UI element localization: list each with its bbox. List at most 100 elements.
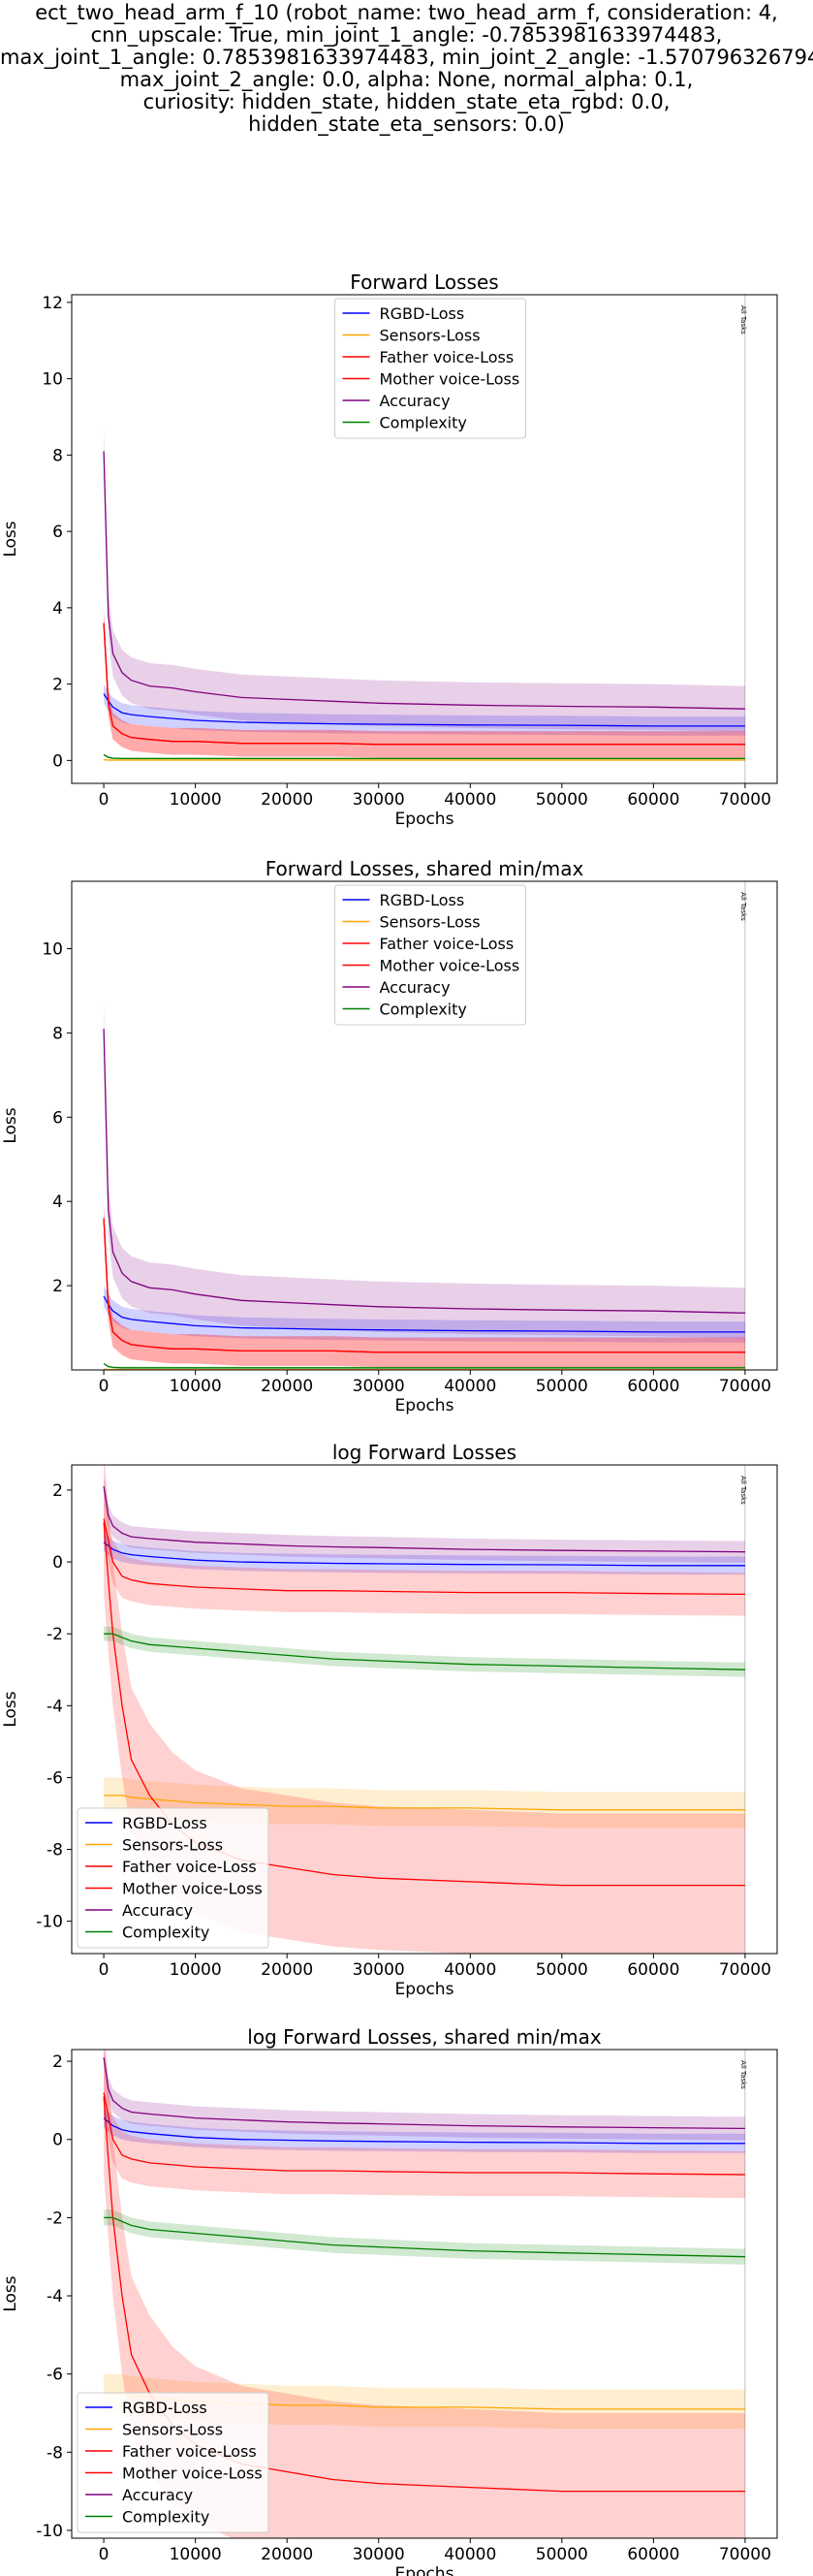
plot-frame <box>71 880 778 1371</box>
y-axis-label: Loss <box>1 2275 20 2311</box>
y-tick-label: -6 <box>47 1768 63 1788</box>
x-tick-label: 70000 <box>719 2545 771 2564</box>
legend-label: Sensors-Loss <box>122 2421 223 2439</box>
y-tick-label: 8 <box>52 1024 63 1043</box>
x-tick-label: 40000 <box>444 1960 496 1980</box>
y-tick-label: 2 <box>52 1481 63 1501</box>
series-band-5 <box>104 1626 745 1677</box>
x-tick-label: 30000 <box>353 1377 405 1396</box>
chart-panel-2: All Tasks 0 10000 20000 30000 40000 50000 60000… <box>1 1441 778 1999</box>
x-axis-label: Epochs <box>395 1980 454 1999</box>
legend-label: Mother voice-Loss <box>122 1880 263 1898</box>
legend-box <box>334 884 526 1026</box>
legend-box <box>77 1807 269 1949</box>
y-tick-label: 12 <box>42 294 63 313</box>
series-band-3 <box>104 1203 745 1367</box>
y-axis-label: Loss <box>1 1691 20 1727</box>
legend-label: Complexity <box>380 414 467 432</box>
legend-label: Father voice-Loss <box>122 2442 257 2461</box>
series-band-0 <box>104 2108 745 2153</box>
x-tick-label: 20000 <box>261 1960 313 1980</box>
series-line-2 <box>103 2092 745 2176</box>
x-tick-label: 60000 <box>627 1960 679 1980</box>
series-line-5 <box>104 2216 745 2258</box>
x-tick-label: 70000 <box>719 1377 771 1396</box>
series-line-5 <box>103 753 745 760</box>
x-tick-label: 0 <box>99 1377 109 1396</box>
legend-label: RGBD-Loss <box>380 304 465 323</box>
y-tick-label: -10 <box>36 2522 63 2541</box>
suptitle-line: curiosity: hidden_state, hidden_state_et… <box>142 90 671 113</box>
legend-label: Sensors-Loss <box>380 913 481 932</box>
y-tick-label: 0 <box>52 1553 63 1573</box>
suptitle-line: max_joint_2_angle: 0.0, alpha: None, nor… <box>119 68 694 91</box>
legend-label: Father voice-Loss <box>380 935 515 953</box>
x-tick-label: 60000 <box>627 790 679 810</box>
y-tick-label: -4 <box>47 1697 63 1716</box>
chart-panel-1: All Tasks 0 10000 20000 30000 40000 50000 60000… <box>1 857 778 1415</box>
x-tick-label: 60000 <box>627 1377 679 1396</box>
legend-label: Complexity <box>122 2508 209 2527</box>
x-tick-label: 50000 <box>536 790 588 810</box>
plot-series-group <box>103 428 745 761</box>
y-tick-label: 0 <box>52 2131 63 2150</box>
x-tick-label: 0 <box>99 790 109 810</box>
task-vline-label: All Tasks <box>739 1476 747 1505</box>
series-line-0 <box>103 1542 745 1567</box>
y-tick-label: 8 <box>52 446 63 465</box>
task-vline-label: All Tasks <box>739 305 747 334</box>
legend-label: Sensors-Loss <box>380 327 481 345</box>
series-line-0 <box>103 2117 745 2145</box>
legend-box <box>334 298 526 439</box>
legend-label: Father voice-Loss <box>122 1858 257 1876</box>
y-tick-label: 2 <box>52 676 63 695</box>
suptitle-line: cnn_upscale: True, min_joint_1_angle: -0… <box>90 23 723 47</box>
legend-label: Mother voice-Loss <box>122 2465 263 2483</box>
y-tick-label: 10 <box>42 370 63 390</box>
legend: RGBD-Loss Sensors-Loss Father voice-Loss Mo… <box>334 884 526 1026</box>
x-tick-label: 70000 <box>719 790 771 810</box>
x-tick-label: 0 <box>99 1960 109 1980</box>
x-tick-label: 70000 <box>719 1960 771 1980</box>
y-tick-label: 10 <box>42 940 63 960</box>
y-tick-label: -6 <box>47 2366 63 2385</box>
legend-label: Accuracy <box>380 978 451 997</box>
legend-box <box>77 2392 269 2533</box>
y-tick-label: -2 <box>47 1625 63 1644</box>
legend-label: Father voice-Loss <box>380 348 515 366</box>
series-line-3 <box>103 1218 745 1353</box>
legend: RGBD-Loss Sensors-Loss Father voice-Loss Mo… <box>334 298 526 439</box>
series-band-2 <box>104 1497 745 1616</box>
x-tick-label: 40000 <box>444 2545 496 2564</box>
y-tick-label: -4 <box>47 2287 63 2306</box>
y-tick-label: 4 <box>52 599 63 619</box>
series-line-1 <box>104 1795 745 1811</box>
legend: RGBD-Loss Sensors-Loss Father voice-Loss Mo… <box>77 1807 269 1949</box>
y-tick-label: 4 <box>52 1193 63 1212</box>
figure-suptitle: ect_two_head_arm_f_10 (robot_name: two_h… <box>0 2 813 136</box>
x-tick-label: 10000 <box>170 2545 222 2564</box>
legend-label: Complexity <box>122 1924 209 1942</box>
series-band-2 <box>104 1203 745 1367</box>
x-tick-label: 30000 <box>353 2545 405 2564</box>
series-band-4 <box>104 2050 745 2141</box>
legend-label: Complexity <box>380 1001 467 1019</box>
chart-panel-3: All Tasks 0 10000 20000 30000 40000 50000 60000… <box>1 2025 778 2576</box>
y-tick-label: -8 <box>47 1841 63 1860</box>
y-tick-label: 2 <box>52 1277 63 1296</box>
legend-label: Sensors-Loss <box>122 1836 223 1855</box>
legend-label: RGBD-Loss <box>380 891 465 909</box>
series-line-0 <box>103 1295 745 1333</box>
x-axis-label: Epochs <box>395 1396 454 1415</box>
series-line-4 <box>103 1486 745 1553</box>
x-tick-label: 30000 <box>353 1960 405 1980</box>
x-tick-label: 10000 <box>170 790 222 810</box>
x-tick-label: 50000 <box>536 1377 588 1396</box>
series-band-3 <box>104 609 745 758</box>
y-tick-label: 2 <box>52 2052 63 2072</box>
x-tick-label: 50000 <box>536 1960 588 1980</box>
y-axis-label: Loss <box>1 521 20 557</box>
plot-frame <box>71 2049 778 2539</box>
y-tick-label: 0 <box>52 751 63 771</box>
series-line-4 <box>103 2057 745 2130</box>
